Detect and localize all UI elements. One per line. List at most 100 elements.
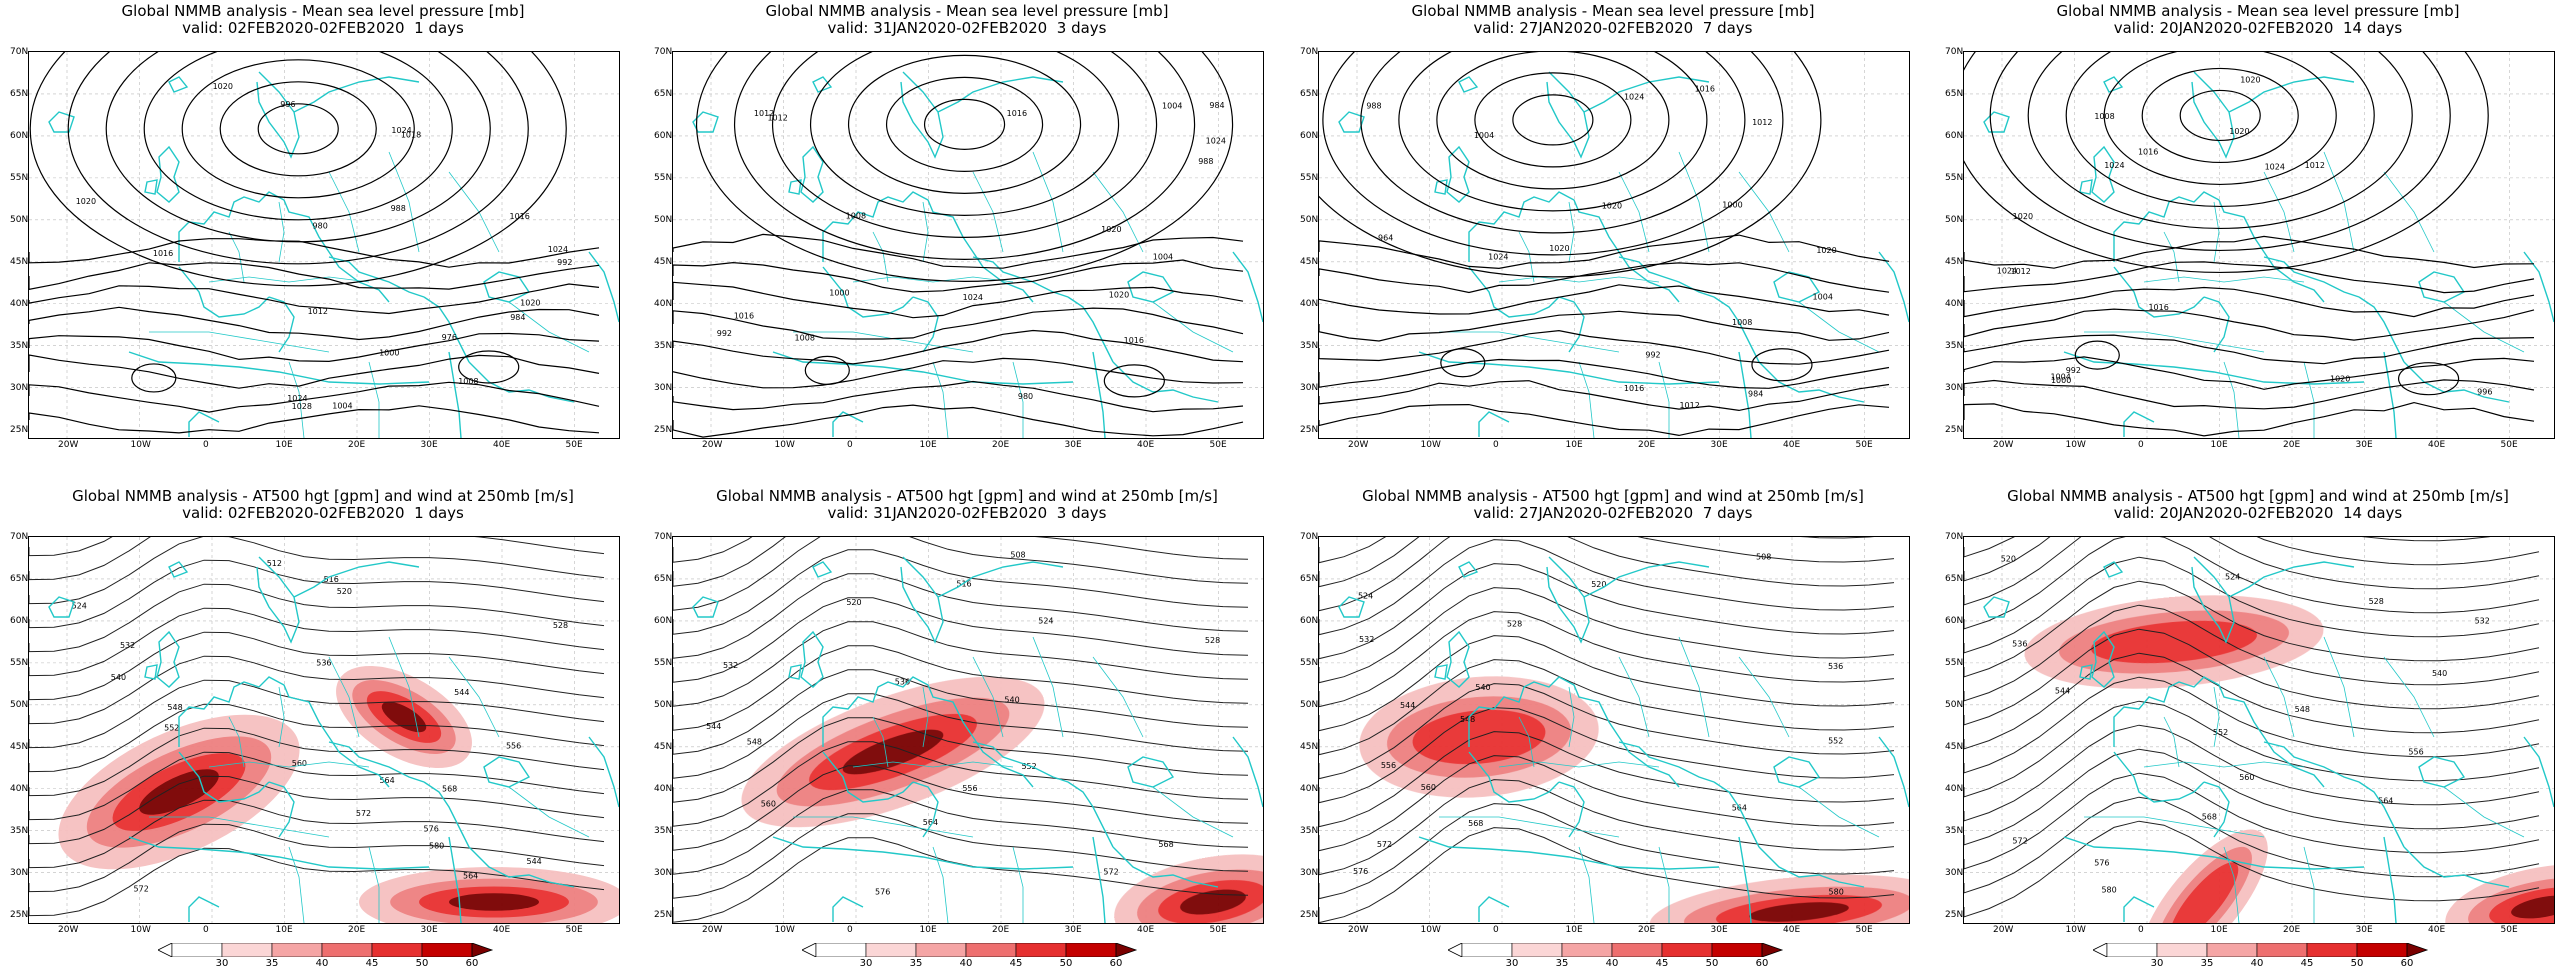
isobar-label: 1012 [1679, 401, 1699, 410]
isobar-label: 1016 [1007, 109, 1027, 118]
mslp-map: 964 984 988 992 1000 1004 1008 1012 1016 1020 1024… [1318, 51, 1910, 439]
lon-tick-label: 10E [919, 925, 937, 935]
panel-title-line: Global NMMB analysis - Mean sea level pr… [765, 2, 1169, 20]
height-label: 520 [846, 598, 861, 607]
isobar-label: 1016 [1624, 384, 1644, 393]
isobar-label: 1012 [308, 307, 328, 316]
lon-tick-label: 40E [493, 440, 511, 450]
isobar-label: 992 [557, 258, 572, 267]
isobar-label: 1016 [2138, 147, 2158, 156]
isobar-label: 988 [391, 204, 406, 213]
isobar-label: 996 [2477, 388, 2492, 397]
panel-valid-line: valid: 02FEB2020-02FEB2020 1 days [182, 19, 464, 37]
mslp-map: 984 980 988 992 1000 1004 1008 1012 1016 1020 1024… [672, 51, 1264, 439]
lon-tick-label: 50E [1209, 440, 1227, 450]
jet-streak [1649, 874, 1909, 923]
lat-tick-label: 65N [654, 88, 673, 99]
panel-title-line: Global NMMB analysis - AT500 hgt [gpm] a… [1362, 487, 1864, 505]
lat-tick-label: 60N [1945, 615, 1964, 626]
lon-tick-label: 30E [1064, 440, 1082, 450]
colorbar-swatch [865, 942, 917, 958]
height-label: 576 [2094, 858, 2109, 867]
height-label: 544 [2055, 686, 2070, 695]
wind-colorbar [2092, 942, 2433, 961]
isobar-label: 992 [717, 329, 732, 338]
coastline [692, 556, 1263, 923]
lat-tick-label: 60N [1300, 130, 1319, 141]
panel-title: Global NMMB analysis - Mean sea level pr… [662, 3, 1272, 37]
height-label: 532 [723, 661, 738, 670]
lat-tick-label: 45N [1300, 256, 1319, 267]
height-label: 524 [1358, 591, 1373, 600]
lat-tick-label: 40N [654, 783, 673, 794]
isobar-label: 996 [280, 100, 295, 109]
height-label: 572 [1103, 867, 1118, 876]
isobar-label: 1020 [2229, 127, 2249, 136]
lat-tick-label: 65N [1300, 573, 1319, 584]
height-label: 548 [747, 738, 762, 747]
z500-map: 520 524 528 532 536 540 544 548 552 556 560 564 568 5… [1963, 536, 2555, 924]
lon-tick-label: 10W [130, 440, 151, 450]
height-label: 528 [2369, 597, 2384, 606]
height-label: 560 [2239, 773, 2254, 782]
isobar-label: 1024 [287, 394, 307, 403]
lon-tick-label: 20W [58, 440, 79, 450]
isobar-label: 976 [442, 333, 457, 342]
height-label: 524 [72, 602, 87, 611]
lat-tick-label: 25N [654, 909, 673, 920]
lon-tick-label: 30E [2355, 440, 2373, 450]
height-label: 576 [424, 824, 439, 833]
jet-streak [2024, 595, 2324, 689]
lat-tick-label: 30N [1945, 382, 1964, 393]
colorbar-swatch [2256, 942, 2308, 958]
colorbar-swatch [1065, 942, 1117, 958]
isobar-label: 1008 [2094, 112, 2114, 121]
height-label: 552 [1828, 737, 1843, 746]
lat-tick-label: 35N [1945, 340, 1964, 351]
colorbar-swatch [1711, 942, 1763, 958]
lon-tick-label: 30E [2355, 925, 2373, 935]
height-label: 520 [337, 587, 352, 596]
lon-tick-label: 30E [420, 440, 438, 450]
lon-tick-label: 10E [919, 440, 937, 450]
height-label: 532 [1359, 635, 1374, 644]
isobar-label: 1020 [2330, 374, 2350, 383]
lon-tick-label: 10E [2210, 925, 2228, 935]
height-label: 540 [111, 673, 126, 682]
isobar-label: 992 [2066, 366, 2081, 375]
lat-tick-label: 45N [1300, 741, 1319, 752]
lon-tick-label: 0 [1493, 440, 1499, 450]
isobar-label: 1020 [1549, 244, 1569, 253]
colorbar-swatch [1661, 942, 1713, 958]
colorbar-swatch [2106, 942, 2158, 958]
isobar-label: 1012 [767, 114, 787, 123]
isobar-label: 1016 [510, 212, 530, 221]
lat-tick-label: 30N [1300, 382, 1319, 393]
height-label: 536 [895, 678, 910, 687]
lat-tick-label: 65N [1945, 573, 1964, 584]
lon-tick-label: 50E [1855, 440, 1873, 450]
lat-tick-label: 70N [1945, 532, 1964, 542]
isobar-label: 1000 [829, 289, 849, 298]
lon-tick-label: 10W [2065, 440, 2086, 450]
isobar-label: 1008 [458, 377, 478, 386]
coastline [1338, 556, 1909, 923]
height-label: 560 [292, 759, 307, 768]
isobar-label: 1024 [2104, 161, 2124, 170]
lon-tick-label: 50E [2500, 440, 2518, 450]
isobar-label: 1018 [401, 131, 421, 140]
height-label: 544 [526, 857, 541, 866]
panel-valid-line: valid: 20JAN2020-02FEB2020 14 days [2113, 504, 2403, 522]
lon-tick-label: 20E [992, 440, 1010, 450]
lat-tick-label: 45N [10, 741, 29, 752]
coastline [48, 556, 619, 923]
lat-tick-label: 35N [10, 340, 29, 351]
coastline [692, 71, 1263, 438]
isobar-label: 1012 [1752, 118, 1772, 127]
jet-streak [359, 867, 619, 923]
lat-tick-label: 50N [1300, 214, 1319, 225]
lon-tick-label: 50E [1855, 925, 1873, 935]
height-label: 572 [356, 809, 371, 818]
isobar-label: 1024 [1206, 137, 1226, 146]
height-label: 568 [1158, 840, 1173, 849]
